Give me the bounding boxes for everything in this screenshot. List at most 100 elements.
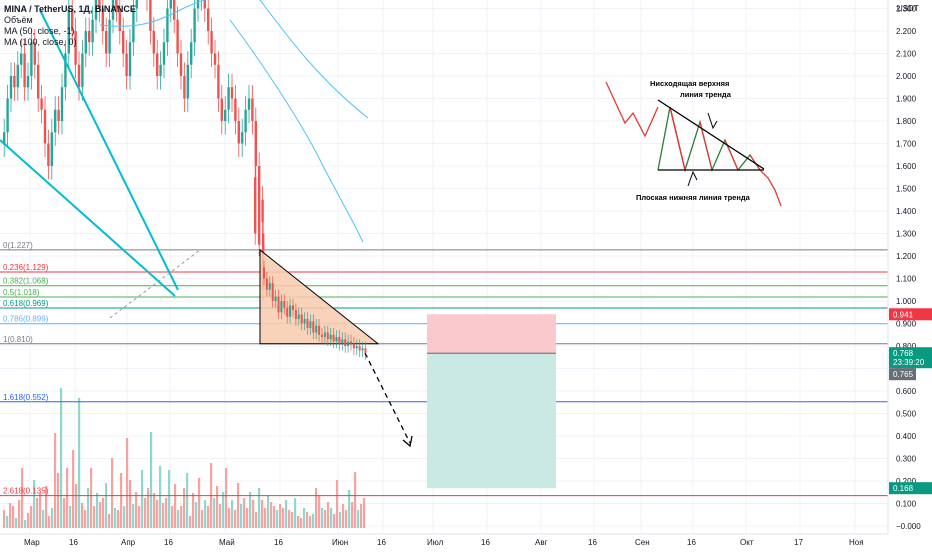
candle-body: [271, 283, 274, 301]
volume-bar: [321, 508, 324, 528]
price-tick-label: 1.100: [896, 275, 917, 284]
volume-bar: [249, 492, 252, 528]
fib-label: 0.786(0.899): [3, 315, 49, 324]
candle-body: [203, 0, 206, 9]
volume-bar: [156, 500, 159, 528]
volume-label[interactable]: Объём: [4, 15, 33, 25]
candle-body: [166, 8, 169, 43]
volume-bar: [75, 484, 78, 528]
candle-body: [156, 53, 159, 76]
volume-bar: [135, 492, 138, 528]
candle-body: [135, 0, 138, 9]
time-tick-label: 16: [164, 538, 173, 547]
ma50-label[interactable]: MA (50, close, -1): [4, 26, 75, 36]
candle-body: [88, 31, 91, 43]
candle-body: [169, 0, 172, 9]
descending-triangle[interactable]: [259, 248, 380, 345]
volume-bar: [288, 510, 291, 528]
target-price-badge-bg[interactable]: [889, 482, 932, 495]
volume-bar: [315, 488, 318, 528]
volume-bar: [237, 483, 240, 528]
volume-bar: [279, 504, 282, 528]
volume-bar: [216, 486, 219, 528]
time-tick-label: 16: [274, 538, 283, 547]
volume-bar: [123, 506, 126, 528]
volume-bar: [186, 473, 189, 528]
volume-bar: [12, 506, 15, 528]
candle-body: [355, 346, 358, 349]
candle-body: [47, 143, 50, 166]
volume-bar: [33, 480, 36, 528]
candle-body: [277, 296, 280, 313]
volume-bar: [261, 500, 264, 528]
volume-bar: [291, 512, 294, 528]
volume-bar: [357, 510, 360, 528]
candle-body: [16, 64, 19, 88]
volume-bar: [93, 506, 96, 528]
candle-body: [210, 31, 213, 54]
volume-bar: [180, 506, 183, 528]
last-price-badge-bg[interactable]: [889, 368, 916, 381]
candle-body: [297, 314, 300, 319]
volume-bar: [348, 490, 351, 528]
symbol-title[interactable]: MINA / TetherUS, 1Д, BINANCE: [4, 4, 136, 14]
candle-body: [300, 314, 303, 324]
time-tick-label: Июн: [332, 538, 348, 547]
fib-label: 1(0.810): [3, 335, 33, 344]
pattern-upper-trendline: [657, 99, 765, 170]
candle-body: [84, 31, 87, 54]
volume-bar: [138, 506, 141, 528]
volume-bar: [270, 502, 273, 528]
arrow-head: [402, 435, 413, 448]
candle-body: [43, 109, 47, 144]
candle-body: [98, 0, 101, 9]
candle-body: [91, 19, 94, 43]
volume-bar: [72, 450, 75, 528]
candle-body: [105, 31, 108, 54]
volume-bar: [24, 520, 27, 528]
volume-bar: [105, 483, 108, 528]
price-tick-label: 0.200: [896, 477, 917, 486]
take-profit-zone[interactable]: [427, 353, 556, 489]
time-tick-label: Авг: [535, 538, 548, 547]
volume-bar: [39, 493, 42, 528]
candle-body: [30, 42, 33, 76]
volume-bar: [240, 504, 243, 528]
volume-bar: [318, 496, 321, 528]
candle-body: [176, 19, 179, 54]
candle-body: [40, 98, 43, 110]
current-price-badge-bg[interactable]: [889, 347, 932, 369]
stop-loss-zone[interactable]: [427, 314, 556, 354]
volume-bar: [30, 506, 33, 528]
stop-price-badge-bg[interactable]: [889, 308, 932, 321]
candle-body: [196, 0, 200, 9]
price-tick-label: −0.000: [896, 522, 921, 531]
dashed-trend-line: [109, 249, 201, 319]
volume-bar: [144, 498, 147, 528]
candle-body: [303, 319, 306, 324]
volume-bar: [18, 500, 21, 528]
volume-bar: [174, 484, 177, 528]
candle-body: [6, 98, 9, 133]
candle-body: [286, 307, 289, 317]
candle-body: [261, 199, 264, 223]
volume-bar: [264, 508, 267, 528]
candle-body: [335, 337, 338, 342]
volume-bar: [360, 504, 363, 528]
fib-label: 0.5(1.018): [3, 288, 40, 297]
candle-body: [128, 42, 132, 76]
price-tick-label: 0.500: [896, 410, 917, 419]
volume-bar: [207, 506, 210, 528]
volume-bar: [111, 458, 114, 528]
time-tick-label: 16: [69, 538, 78, 547]
candle-body: [344, 339, 347, 346]
candle-body: [162, 42, 166, 65]
candle-body: [20, 53, 23, 65]
volume-bar: [159, 466, 162, 528]
ma100-label[interactable]: MA (100, close, 0): [4, 37, 77, 47]
volume-bar: [96, 493, 99, 528]
candle-body: [37, 64, 40, 99]
pattern-red-line: [605, 81, 659, 138]
